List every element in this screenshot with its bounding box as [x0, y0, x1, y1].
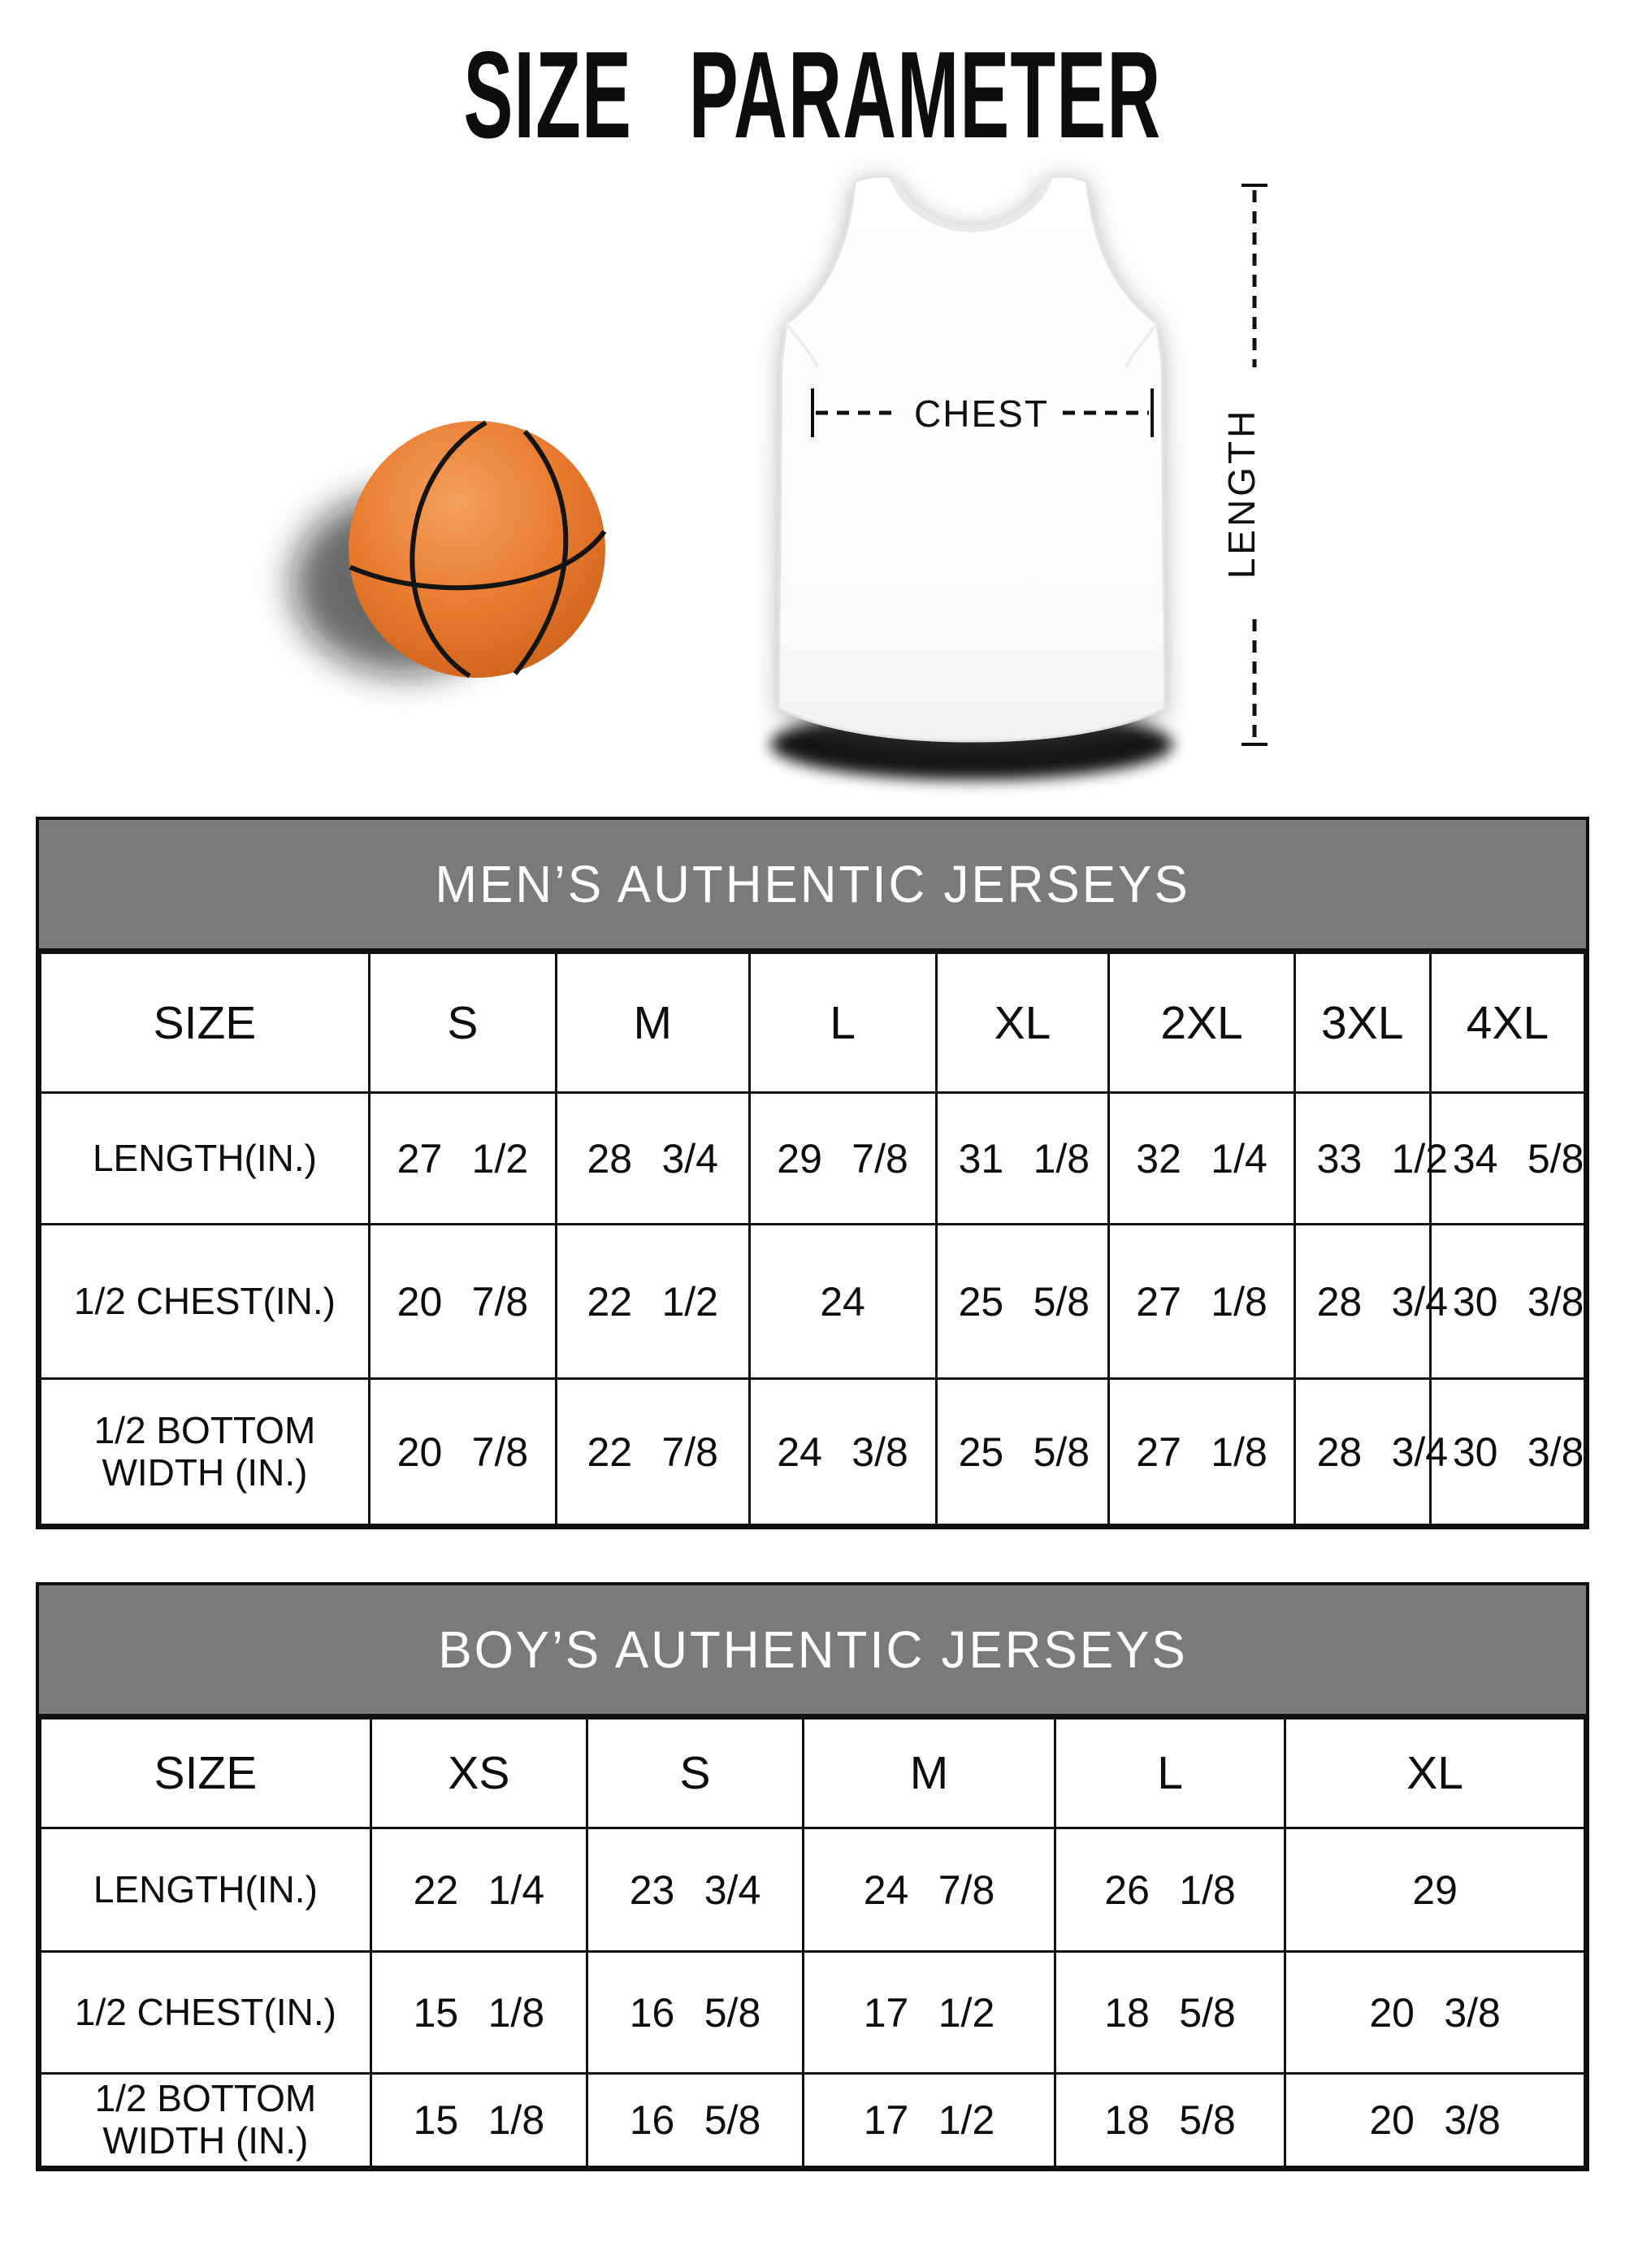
size-value-cell: 28 3/4	[1293, 1223, 1448, 1380]
measurement-row: LENGTH(IN.) 22 1/4 23 3/4 24 7/8 26 1/8 29	[39, 1827, 1586, 1953]
size-value-cell: 17 1/2	[802, 1950, 1056, 2075]
basketball-icon	[349, 420, 607, 679]
size-option-m: M	[802, 1717, 1056, 1829]
size-value-cell: 34 5/8	[1428, 1091, 1587, 1225]
size-option-s: S	[367, 952, 557, 1094]
size-option-l: L	[1053, 1717, 1287, 1829]
measurement-row-label: 1/2 CHEST(IN.)	[39, 1950, 372, 2075]
boys-table-title-bar: BOY’S AUTHENTIC JERSEYS	[39, 1585, 1586, 1717]
size-value-cell: 22 7/8	[554, 1377, 751, 1526]
length-dimension: LENGTH	[1220, 184, 1268, 746]
size-value-cell: 20 7/8	[367, 1223, 557, 1380]
size-value-cell: 27 1/8	[1107, 1377, 1296, 1526]
size-value-cell: 18 5/8	[1053, 1950, 1287, 2075]
measurement-row-label: 1/2 BOTTOM WIDTH (IN.)	[39, 1377, 370, 1526]
mens-size-table-section: MEN’S AUTHENTIC JERSEYS SIZE S M L XL 2XL 3XL 4…	[36, 817, 1589, 1529]
mens-table-title-bar: MEN’S AUTHENTIC JERSEYS	[39, 820, 1586, 952]
measurement-row-label: 1/2 CHEST(IN.)	[39, 1223, 370, 1380]
size-option-3xl: 3XL	[1293, 952, 1432, 1094]
size-value-cell: 22 1/4	[369, 1827, 588, 1953]
size-value-cell: 20 7/8	[367, 1377, 557, 1526]
size-value-cell: 28 3/4	[1293, 1377, 1448, 1526]
size-value-cell: 32 1/4	[1107, 1091, 1296, 1225]
size-value-cell: 27 1/2	[367, 1091, 557, 1225]
size-header-row: SIZE S M L XL 2XL 3XL 4XL	[39, 952, 1587, 1094]
size-option-xl: XL	[934, 952, 1111, 1094]
size-option-4xl: 4XL	[1428, 952, 1587, 1094]
measurement-row-label: LENGTH(IN.)	[39, 1091, 370, 1225]
size-value-cell: 24 7/8	[802, 1827, 1056, 1953]
size-value-cell: 15 1/8	[369, 2072, 588, 2168]
measurement-row: 1/2 BOTTOM WIDTH (IN.) 15 1/8 16 5/8 17 1/2…	[39, 2072, 1586, 2168]
measurement-row: 1/2 CHEST(IN.) 20 7/8 22 1/2 24 25 5/8 27 1/8…	[39, 1223, 1587, 1380]
size-value-cell: 26 1/8	[1053, 1827, 1287, 1953]
boys-table-title: BOY’S AUTHENTIC JERSEYS	[437, 1620, 1188, 1679]
boys-size-table-section: BOY’S AUTHENTIC JERSEYS SIZE XS S M L XL LENGT…	[36, 1582, 1589, 2171]
size-option-2xl: 2XL	[1107, 952, 1296, 1094]
size-diagram: CHEST LENGTH	[292, 175, 1268, 780]
size-value-cell: 16 5/8	[585, 2072, 805, 2168]
size-value-cell: 27 1/8	[1107, 1223, 1296, 1380]
size-option-m: M	[554, 952, 751, 1094]
boys-size-table: SIZE XS S M L XL LENGTH(IN.) 22 1/4 23 3/4 24 7/8…	[39, 1717, 1586, 2168]
size-value-cell: 28 3/4	[554, 1091, 751, 1225]
chest-label: CHEST	[914, 392, 1049, 435]
size-value-cell: 16 5/8	[585, 1950, 805, 2075]
size-value-cell: 15 1/8	[369, 1950, 588, 2075]
size-value-cell: 33 1/2	[1293, 1091, 1448, 1225]
size-value-cell: 18 5/8	[1053, 2072, 1287, 2168]
size-column-label: SIZE	[39, 952, 370, 1094]
size-value-cell: 17 1/2	[802, 2072, 1056, 2168]
measurement-row-label: 1/2 BOTTOM WIDTH (IN.)	[39, 2072, 372, 2168]
size-value-cell: 30 3/8	[1428, 1377, 1587, 1526]
size-header-row: SIZE XS S M L XL	[39, 1717, 1586, 1829]
measurement-row: LENGTH(IN.) 27 1/2 28 3/4 29 7/8 31 1/8 32 1/…	[39, 1091, 1587, 1225]
size-option-l: L	[748, 952, 938, 1094]
size-option-s: S	[585, 1717, 805, 1829]
jersey-graphic	[777, 175, 1167, 743]
measurement-row: 1/2 CHEST(IN.) 15 1/8 16 5/8 17 1/2 18 5/8 20…	[39, 1950, 1586, 2075]
size-value-cell: 24	[748, 1223, 938, 1380]
size-value-cell: 30 3/8	[1428, 1223, 1587, 1380]
measurement-row: 1/2 BOTTOM WIDTH (IN.) 20 7/8 22 7/8 24 3/8…	[39, 1377, 1587, 1526]
size-value-cell: 25 5/8	[934, 1377, 1111, 1526]
size-column-label: SIZE	[39, 1717, 372, 1829]
size-value-cell: 23 3/4	[585, 1827, 805, 1953]
size-option-xs: XS	[369, 1717, 588, 1829]
size-option-xl: XL	[1284, 1717, 1586, 1829]
mens-size-table: SIZE S M L XL 2XL 3XL 4XL LENGTH(IN.) 27 1/2 28 3/…	[39, 952, 1587, 1526]
size-value-cell: 20 3/8	[1284, 2072, 1586, 2168]
mens-table-title: MEN’S AUTHENTIC JERSEYS	[435, 855, 1190, 913]
size-value-cell: 20 3/8	[1284, 1950, 1586, 2075]
size-value-cell: 29 7/8	[748, 1091, 938, 1225]
length-label: LENGTH	[1220, 408, 1263, 579]
measurement-row-label: LENGTH(IN.)	[39, 1827, 372, 1953]
chest-dimension: CHEST	[811, 388, 1154, 437]
size-value-cell: 22 1/2	[554, 1223, 751, 1380]
page-title: SIZE PARAMETER	[463, 26, 1162, 164]
size-value-cell: 25 5/8	[934, 1223, 1111, 1380]
size-value-cell: 29	[1284, 1827, 1586, 1953]
size-value-cell: 24 3/8	[748, 1377, 938, 1526]
size-value-cell: 31 1/8	[934, 1091, 1111, 1225]
